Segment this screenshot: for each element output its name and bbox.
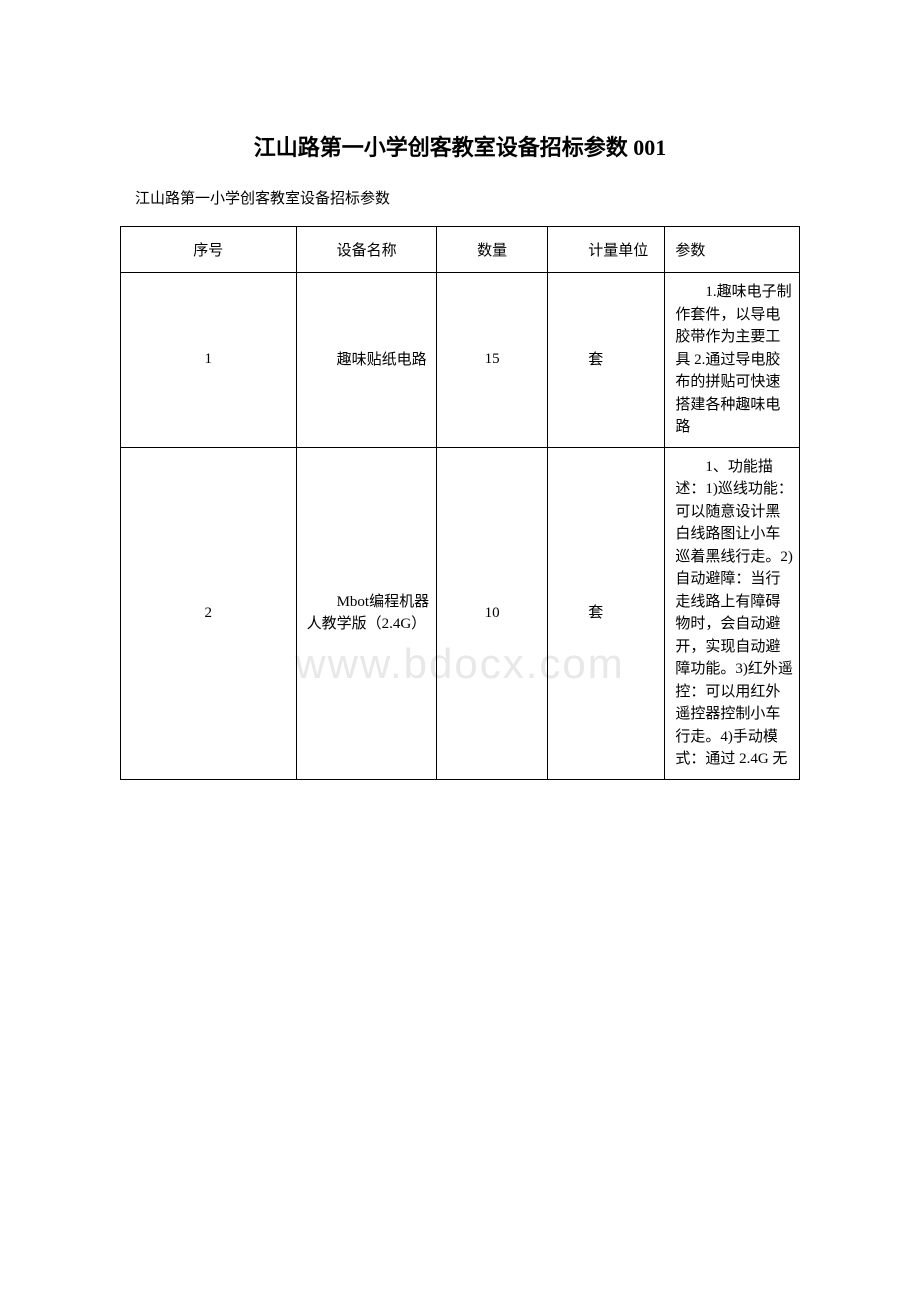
cell-param-text: 1、功能描述：1)巡线功能：可以随意设计黑白线路图让小车巡着黑线行走。2)自动避… xyxy=(675,456,793,771)
cell-seq: 1 xyxy=(121,273,297,448)
cell-unit-text: 套 xyxy=(558,349,658,372)
document-subtitle: 江山路第一小学创客教室设备招标参数 xyxy=(120,187,800,208)
cell-seq: 2 xyxy=(121,447,297,779)
header-seq: 序号 xyxy=(121,227,297,273)
equipment-table: 序号 设备名称 数量 计量单位 参数 1 趣味贴纸电路 15 套 1.趣味电子制… xyxy=(120,226,800,780)
cell-qty: 15 xyxy=(437,273,548,448)
header-param: 参数 xyxy=(665,227,800,273)
cell-param-text: 1.趣味电子制作套件，以导电胶带作为主要工具 2.通过导电胶布的拼贴可快速搭建各… xyxy=(675,281,793,439)
cell-unit: 套 xyxy=(548,447,665,779)
content-wrapper: 江山路第一小学创客教室设备招标参数 001 江山路第一小学创客教室设备招标参数 … xyxy=(120,130,800,780)
table-row: 1 趣味贴纸电路 15 套 1.趣味电子制作套件，以导电胶带作为主要工具 2.通… xyxy=(121,273,800,448)
table-header-row: 序号 设备名称 数量 计量单位 参数 xyxy=(121,227,800,273)
header-name: 设备名称 xyxy=(296,227,436,273)
table-row: 2 Mbot编程机器人教学版（2.4G） 10 套 1、功能描述：1)巡线功能：… xyxy=(121,447,800,779)
document-title: 江山路第一小学创客教室设备招标参数 001 xyxy=(120,130,800,162)
cell-name-text: 趣味贴纸电路 xyxy=(307,349,430,372)
cell-name: 趣味贴纸电路 xyxy=(296,273,436,448)
cell-name: Mbot编程机器人教学版（2.4G） xyxy=(296,447,436,779)
header-qty: 数量 xyxy=(437,227,548,273)
cell-unit-text: 套 xyxy=(558,602,658,625)
cell-qty: 10 xyxy=(437,447,548,779)
cell-param: 1.趣味电子制作套件，以导电胶带作为主要工具 2.通过导电胶布的拼贴可快速搭建各… xyxy=(665,273,800,448)
header-unit: 计量单位 xyxy=(548,227,665,273)
cell-name-text: Mbot编程机器人教学版（2.4G） xyxy=(307,591,430,636)
cell-unit: 套 xyxy=(548,273,665,448)
cell-param: 1、功能描述：1)巡线功能：可以随意设计黑白线路图让小车巡着黑线行走。2)自动避… xyxy=(665,447,800,779)
